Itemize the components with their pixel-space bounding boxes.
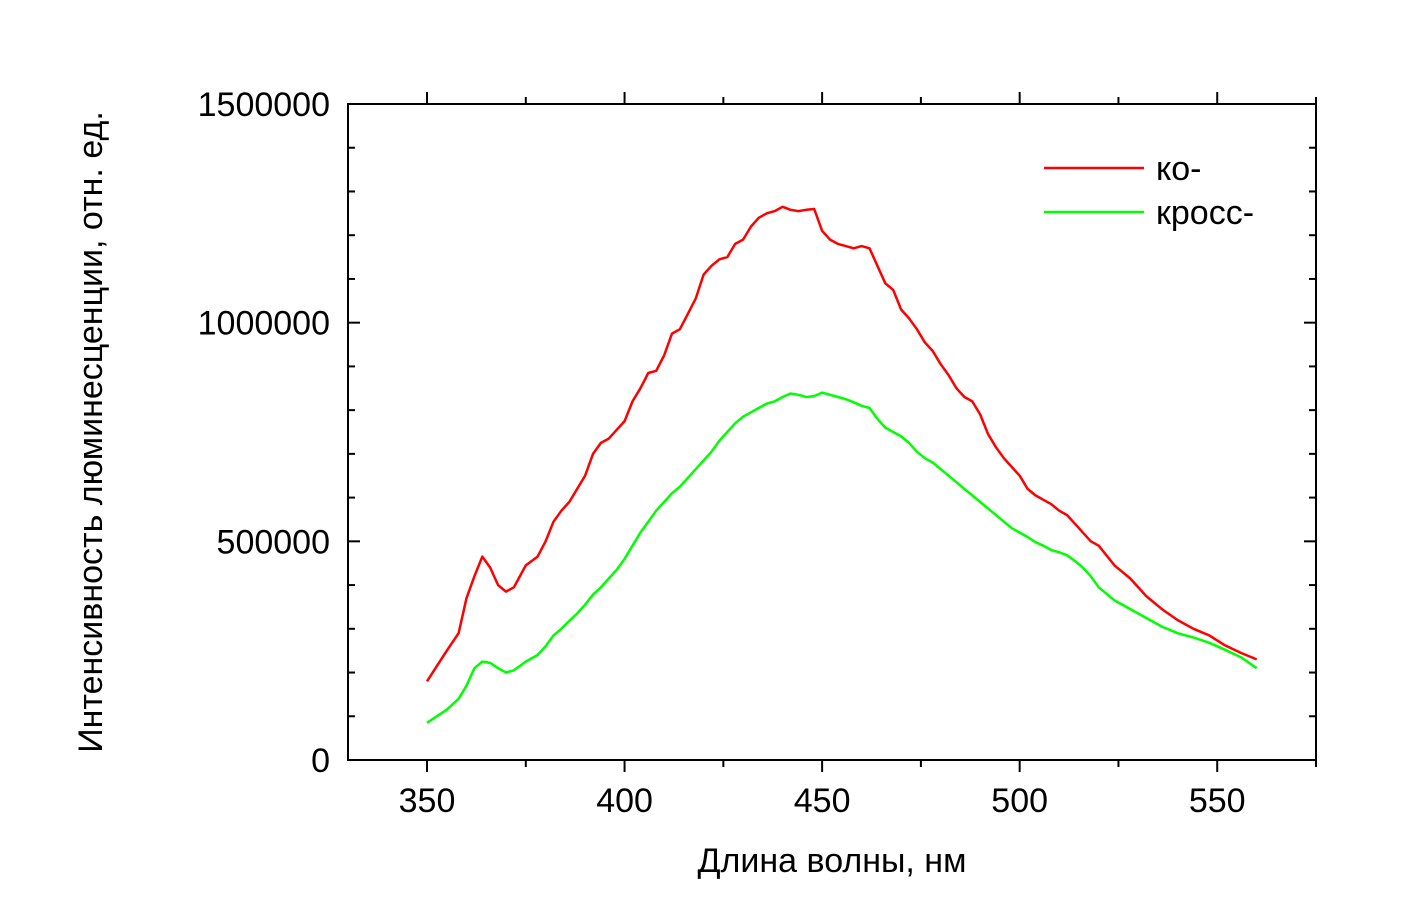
x-tick-label: 500 [991, 782, 1048, 820]
legend: ко-кросс- [1044, 150, 1254, 232]
legend-label-1: ко- [1156, 150, 1202, 188]
y-axis-label: Интенсивность люминесценции, отн. ед. [72, 111, 110, 753]
series-layer [425, 205, 1258, 724]
x-axis-label: Длина волны, нм [698, 842, 967, 880]
x-tick-label: 550 [1189, 782, 1246, 820]
y-axis-ticks: 0 500000 1000000 1500000 [198, 86, 1316, 780]
x-tick-label: 450 [794, 782, 851, 820]
x-tick-label: 400 [596, 782, 653, 820]
y-tick-label: 1000000 [198, 305, 330, 343]
series-line-2 [426, 391, 1258, 724]
legend-label-2: кросс- [1156, 194, 1254, 232]
x-tick-label: 350 [399, 782, 456, 820]
x-axis-ticks: 350 400 450 500 550 [399, 92, 1317, 820]
plot-frame [347, 103, 1317, 761]
y-tick-label: 0 [311, 742, 330, 780]
y-tick-label: 1500000 [198, 86, 330, 124]
y-tick-label: 500000 [217, 523, 330, 561]
series-line-1 [425, 205, 1258, 682]
